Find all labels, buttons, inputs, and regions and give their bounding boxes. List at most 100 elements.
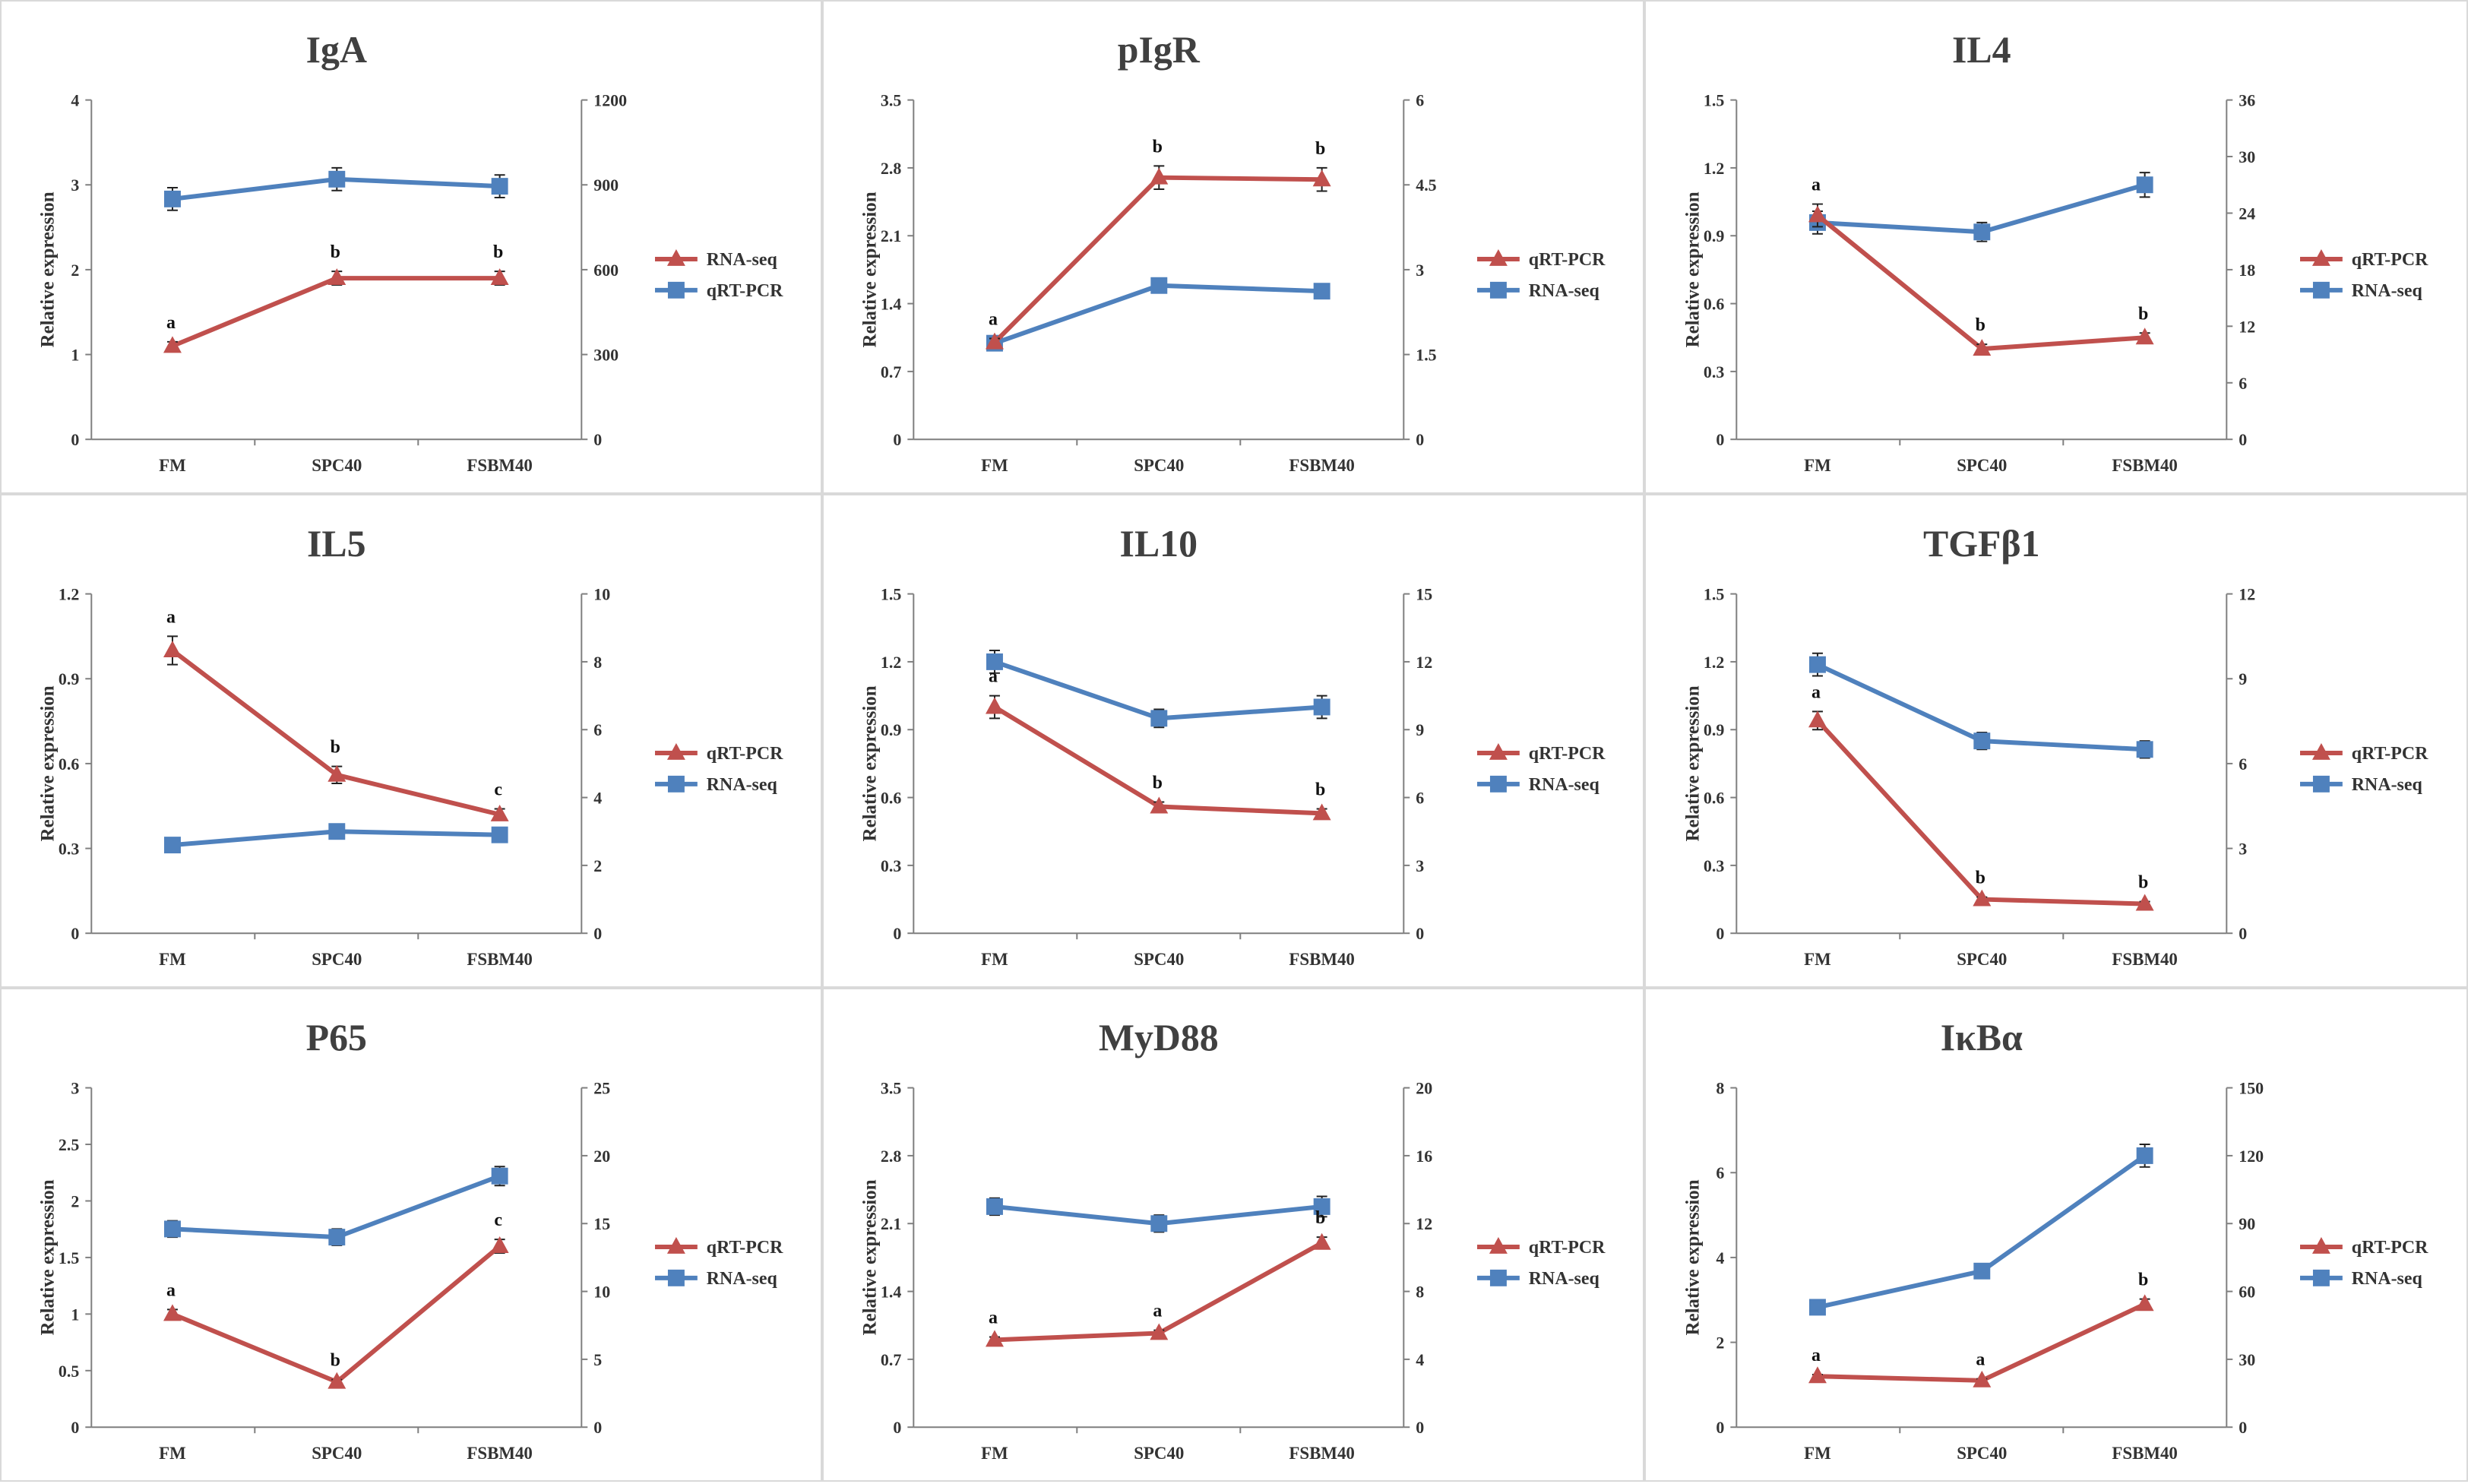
chart-panel-2: IL4 Relative expression 0 0.3 0.6 0.9 1.2 1.5 0 6… — [1644, 0, 2468, 494]
significance-letter: b — [1976, 315, 1985, 335]
right-tick-label: 4 — [593, 789, 602, 808]
x-category-label: SPC40 — [312, 1444, 362, 1463]
data-point — [986, 1198, 1003, 1215]
data-point — [986, 697, 1004, 714]
data-point — [328, 823, 346, 840]
data-point — [490, 268, 509, 286]
right-tick-label: 10 — [593, 1283, 610, 1302]
right-tick-label: 20 — [593, 1147, 610, 1166]
significance-letter: b — [2138, 873, 2148, 893]
right-tick-label: 0 — [593, 924, 602, 943]
data-point — [2135, 894, 2154, 911]
left-tick-label: 0 — [1716, 924, 1724, 943]
right-tick-label: 0 — [1416, 924, 1424, 943]
chart-panel-7: MyD88 Relative expression 0 0.7 1.4 2.1 2.8 3.5… — [822, 988, 1644, 1482]
data-point — [490, 804, 509, 821]
right-tick-label: 30 — [2239, 1350, 2255, 1369]
right-tick-label: 12 — [1416, 653, 1432, 672]
right-tick-label: 0 — [1416, 1418, 1424, 1437]
left-tick-label: 2.8 — [881, 1147, 901, 1166]
right-tick-label: 10 — [593, 585, 610, 604]
data-point — [2136, 741, 2153, 758]
data-point — [986, 1330, 1004, 1347]
left-tick-label: 0 — [1716, 1418, 1724, 1437]
significance-letter: b — [1153, 137, 1163, 157]
right-tick-label: 18 — [2239, 261, 2255, 280]
data-point — [1809, 1299, 1826, 1316]
y-axis-label: Relative expression — [859, 1179, 880, 1335]
chart-svg: IL10 Relative expression 0 0.3 0.6 0.9 1.2 1.5 0… — [859, 523, 1606, 969]
y-axis-label: Relative expression — [37, 685, 58, 841]
left-tick-label: 2 — [71, 261, 79, 280]
x-category-label: FM — [981, 950, 1008, 969]
left-tick-label: 4 — [71, 91, 79, 110]
data-point — [328, 1229, 346, 1246]
data-point — [1312, 1232, 1331, 1250]
legend-label: RNA-seq — [707, 250, 778, 270]
left-tick-label: 0.9 — [1704, 226, 1724, 245]
x-category-label: FSBM40 — [467, 1444, 533, 1463]
x-category-label: FM — [159, 456, 186, 475]
right-tick-label: 6 — [2239, 374, 2247, 393]
right-tick-label: 0 — [2239, 430, 2247, 449]
data-point — [327, 764, 346, 782]
data-point — [327, 268, 346, 286]
series-line — [171, 276, 500, 349]
left-tick-label: 3 — [71, 176, 79, 195]
chart-title: P65 — [306, 1017, 367, 1058]
left-tick-label: 0 — [71, 924, 79, 943]
left-tick-label: 2.5 — [59, 1135, 79, 1154]
legend-label: RNA-seq — [2352, 775, 2423, 795]
right-tick-label: 15 — [1416, 585, 1432, 604]
right-tick-label: 3 — [2239, 840, 2247, 859]
x-category-label: FM — [1804, 456, 1831, 475]
data-point — [1150, 277, 1168, 294]
legend-marker — [1489, 248, 1508, 266]
x-category-label: FM — [159, 1444, 186, 1463]
data-point — [1150, 710, 1168, 727]
left-tick-label: 0 — [71, 1418, 79, 1437]
significance-letter: a — [1811, 176, 1821, 195]
x-category-label: SPC40 — [1957, 950, 2007, 969]
significance-letter: b — [1153, 774, 1163, 793]
legend-marker — [1489, 775, 1507, 793]
x-category-label: FSBM40 — [467, 950, 533, 969]
left-tick-label: 1.5 — [881, 585, 901, 604]
left-tick-label: 3.5 — [881, 91, 901, 110]
data-point — [164, 837, 181, 854]
data-point — [2136, 1147, 2153, 1164]
left-tick-label: 0 — [893, 430, 901, 449]
right-tick-label: 0 — [1416, 430, 1424, 449]
right-tick-label: 0 — [2239, 1418, 2247, 1437]
x-category-label: FSBM40 — [2112, 456, 2178, 475]
data-point — [490, 1236, 509, 1253]
data-point — [2136, 176, 2153, 194]
left-tick-label: 0.7 — [881, 362, 901, 381]
significance-letter: b — [2138, 1270, 2148, 1290]
right-tick-label: 1.5 — [1416, 346, 1436, 365]
data-point — [327, 1372, 346, 1389]
x-category-label: FM — [1804, 1444, 1831, 1463]
left-tick-label: 0.3 — [881, 856, 901, 875]
right-tick-label: 16 — [1416, 1147, 1432, 1166]
x-category-label: FSBM40 — [1289, 950, 1355, 969]
significance-letter: b — [1315, 1208, 1325, 1228]
legend-label: RNA-seq — [1529, 1269, 1600, 1289]
chart-panel-0: IgA Relative expression 0 1 2 3 4 0 300 600 900 120… — [0, 0, 822, 494]
y-axis-label: Relative expression — [859, 191, 880, 347]
legend-marker — [2311, 1236, 2330, 1254]
left-tick-label: 0.7 — [881, 1350, 901, 1369]
y-axis-label: Relative expression — [1682, 1179, 1703, 1335]
left-tick-label: 0 — [1716, 430, 1724, 449]
chart-svg: TGFβ1 Relative expression 0 0.3 0.6 0.9 1.2 1.5… — [1682, 523, 2428, 969]
significance-letter: b — [331, 1351, 340, 1371]
legend-marker — [1489, 281, 1507, 299]
left-tick-label: 1.5 — [1704, 585, 1724, 604]
chart-svg: IgA Relative expression 0 1 2 3 4 0 300 600 900 120… — [37, 29, 783, 475]
right-tick-label: 30 — [2239, 147, 2255, 166]
y-axis-label: Relative expression — [37, 1179, 58, 1335]
right-tick-label: 90 — [2239, 1214, 2255, 1233]
x-category-label: SPC40 — [1134, 950, 1184, 969]
chart-title: IL4 — [1952, 29, 2011, 71]
chart-svg: IL4 Relative expression 0 0.3 0.6 0.9 1.2 1.5 0 6… — [1682, 29, 2428, 475]
